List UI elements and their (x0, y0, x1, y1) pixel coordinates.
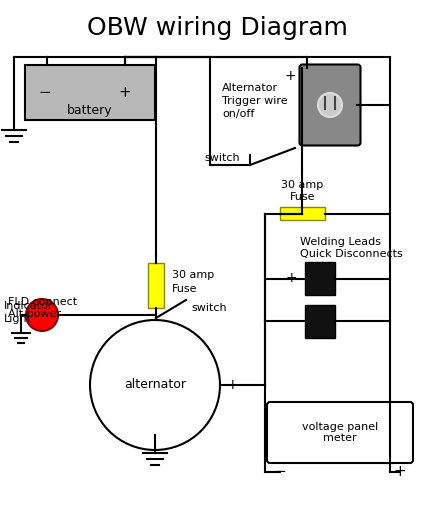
Text: +: + (226, 378, 237, 392)
Bar (148, 263, 164, 308)
FancyBboxPatch shape (266, 402, 412, 463)
Text: switch: switch (191, 303, 226, 313)
Bar (25, 65, 155, 120)
Text: Fuse: Fuse (171, 284, 197, 294)
Text: alternator: alternator (124, 378, 186, 391)
Text: +: + (393, 465, 405, 480)
Text: Alternator: Alternator (221, 83, 277, 93)
Text: −: − (273, 465, 286, 480)
Text: Alt power: Alt power (8, 309, 61, 319)
Text: +: + (284, 69, 296, 83)
Text: −: − (283, 314, 296, 329)
Circle shape (26, 299, 58, 331)
Text: switch: switch (204, 153, 240, 163)
Text: on/off: on/off (221, 109, 254, 119)
Text: battery: battery (67, 103, 112, 116)
Text: OBW wiring Diagram: OBW wiring Diagram (87, 16, 347, 40)
Circle shape (317, 93, 341, 117)
Text: +: + (285, 271, 296, 285)
Text: Indicator: Indicator (4, 301, 53, 311)
Text: 30 amp: 30 amp (281, 180, 323, 190)
Circle shape (90, 320, 220, 450)
Text: Quick Disconnects: Quick Disconnects (299, 249, 402, 259)
Bar (304, 262, 334, 295)
Text: FLD connect: FLD connect (8, 297, 77, 307)
Text: −: − (39, 85, 51, 100)
Text: Trigger wire: Trigger wire (221, 96, 287, 106)
Text: Fuse: Fuse (289, 192, 315, 202)
Bar (279, 207, 324, 220)
Bar (304, 305, 334, 338)
Text: Welding Leads: Welding Leads (299, 237, 380, 247)
Text: 30 amp: 30 amp (171, 270, 214, 280)
Text: voltage panel
meter: voltage panel meter (301, 422, 377, 443)
FancyBboxPatch shape (299, 64, 360, 145)
Text: Light: Light (4, 314, 32, 324)
Text: +: + (118, 85, 131, 100)
